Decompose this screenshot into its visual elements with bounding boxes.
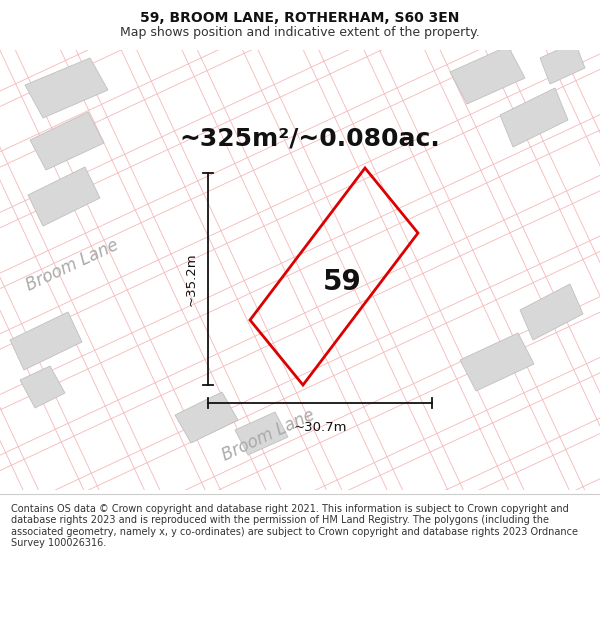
Polygon shape <box>28 167 100 226</box>
Text: Contains OS data © Crown copyright and database right 2021. This information is : Contains OS data © Crown copyright and d… <box>11 504 578 548</box>
Polygon shape <box>175 392 238 443</box>
Text: ~325m²/~0.080ac.: ~325m²/~0.080ac. <box>179 126 440 150</box>
Polygon shape <box>20 366 65 408</box>
Text: 59, BROOM LANE, ROTHERHAM, S60 3EN: 59, BROOM LANE, ROTHERHAM, S60 3EN <box>140 11 460 25</box>
Polygon shape <box>235 412 288 455</box>
Polygon shape <box>460 333 534 391</box>
Text: Broom Lane: Broom Lane <box>23 236 121 294</box>
Polygon shape <box>540 42 585 84</box>
Polygon shape <box>450 46 525 104</box>
Text: ~30.7m: ~30.7m <box>293 421 347 434</box>
Text: Map shows position and indicative extent of the property.: Map shows position and indicative extent… <box>120 26 480 39</box>
Text: ~35.2m: ~35.2m <box>185 252 198 306</box>
Text: 59: 59 <box>323 268 361 296</box>
Polygon shape <box>520 284 583 340</box>
Polygon shape <box>30 112 104 170</box>
Polygon shape <box>25 58 108 118</box>
Text: Broom Lane: Broom Lane <box>219 406 317 464</box>
Polygon shape <box>500 88 568 147</box>
Polygon shape <box>10 312 82 370</box>
